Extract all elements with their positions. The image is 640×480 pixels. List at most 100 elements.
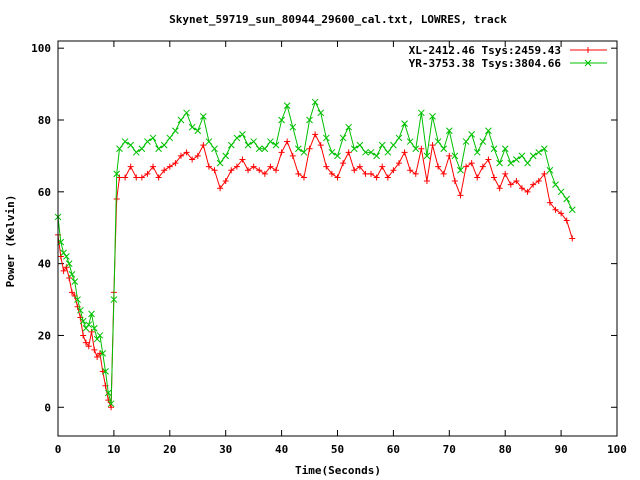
- x-tick-label: 0: [55, 443, 62, 456]
- data-point: [155, 145, 162, 153]
- data-point: [462, 138, 470, 145]
- data-point: [552, 181, 559, 188]
- data-point: [66, 275, 73, 281]
- x-tick-label: 80: [499, 443, 512, 456]
- data-point: [65, 260, 73, 267]
- data-point: [132, 148, 140, 156]
- data-point: [250, 163, 257, 170]
- data-point: [85, 343, 92, 350]
- data-point: [379, 163, 386, 170]
- data-point: [356, 163, 363, 170]
- data-point: [373, 174, 380, 181]
- series-xl: [55, 131, 576, 411]
- data-point: [328, 148, 336, 156]
- data-point: [434, 138, 442, 145]
- data-point: [479, 163, 486, 170]
- data-point: [407, 167, 414, 174]
- data-point: [552, 206, 559, 213]
- data-point: [183, 109, 190, 117]
- data-point: [211, 145, 218, 153]
- x-tick-label: 70: [443, 443, 456, 456]
- data-point: [96, 332, 104, 339]
- data-point: [127, 163, 134, 170]
- data-point: [502, 170, 509, 177]
- data-point: [496, 159, 503, 167]
- data-point: [166, 163, 173, 170]
- data-point: [384, 148, 392, 156]
- series-line: [57, 100, 573, 404]
- series-yr: [54, 98, 576, 408]
- data-point: [239, 156, 246, 163]
- data-point: [71, 278, 79, 285]
- data-point: [284, 138, 291, 145]
- legend-label: YR-3753.38 Tsys:3804.66: [409, 57, 562, 70]
- data-point: [107, 400, 115, 408]
- data-point: [99, 368, 106, 375]
- data-point: [362, 148, 369, 156]
- data-point: [289, 123, 297, 131]
- data-point: [362, 170, 369, 177]
- data-point: [507, 181, 514, 188]
- data-point: [116, 174, 123, 181]
- data-point: [205, 138, 213, 145]
- data-point: [256, 167, 263, 174]
- data-point: [177, 116, 185, 124]
- data-point: [524, 159, 531, 167]
- data-point: [295, 170, 302, 177]
- data-point: [267, 138, 274, 145]
- data-point: [116, 145, 123, 153]
- data-point: [233, 163, 240, 170]
- data-point: [367, 148, 375, 156]
- data-point: [390, 167, 397, 174]
- data-point: [79, 317, 87, 325]
- data-point: [278, 149, 285, 156]
- data-point: [94, 354, 101, 360]
- data-point: [518, 152, 526, 160]
- data-point: [569, 235, 576, 242]
- data-point: [138, 174, 145, 181]
- data-point: [513, 156, 520, 163]
- data-point: [278, 116, 285, 124]
- data-point: [541, 170, 548, 177]
- data-point: [267, 163, 274, 170]
- data-point: [323, 163, 330, 170]
- data-point: [200, 142, 207, 149]
- data-point: [311, 98, 319, 106]
- data-point: [563, 195, 571, 203]
- series-layer: [54, 98, 576, 411]
- data-point: [80, 332, 87, 339]
- data-point: [340, 160, 347, 167]
- data-point: [63, 264, 70, 271]
- data-point: [395, 160, 402, 167]
- data-point: [490, 145, 498, 153]
- data-point: [491, 174, 498, 181]
- data-point: [423, 178, 430, 185]
- data-point: [60, 267, 67, 274]
- data-point: [113, 196, 120, 202]
- data-point: [535, 178, 542, 185]
- data-point: [244, 141, 252, 149]
- data-point: [88, 310, 95, 318]
- data-point: [63, 253, 70, 260]
- data-point: [155, 174, 162, 181]
- data-point: [82, 324, 90, 332]
- data-point: [496, 185, 503, 192]
- data-point: [485, 127, 492, 135]
- data-point: [96, 350, 103, 357]
- data-point: [563, 217, 570, 224]
- data-point: [435, 163, 442, 170]
- data-point: [423, 152, 431, 160]
- data-point: [468, 160, 475, 167]
- data-point: [373, 152, 380, 160]
- data-point: [295, 145, 302, 153]
- y-tick-label: 80: [38, 114, 51, 127]
- data-point: [239, 131, 246, 138]
- data-point: [160, 141, 168, 149]
- data-point: [530, 181, 537, 188]
- data-point: [584, 59, 592, 67]
- data-point: [57, 238, 65, 246]
- data-point: [429, 113, 436, 120]
- data-point: [261, 170, 268, 177]
